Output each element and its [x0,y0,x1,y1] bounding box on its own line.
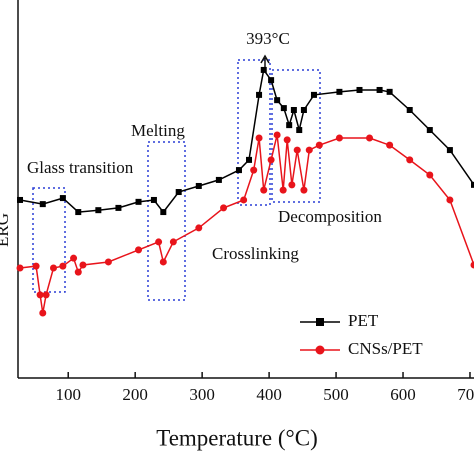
point [290,106,297,113]
x-tick-label: 500 [323,385,349,404]
point [256,91,263,98]
point [42,291,50,299]
y-axis-label: ERG [0,213,12,247]
point [286,122,293,129]
point [135,198,142,205]
melting-box [147,141,186,301]
point [95,207,102,214]
point [70,254,78,262]
point [235,167,242,174]
point [74,268,82,276]
point [150,196,157,203]
annotation: Crosslinking [212,244,299,263]
point [376,86,383,93]
legend-label: CNSs/PET [348,339,423,358]
point [159,258,167,266]
point [220,204,228,212]
point [300,106,307,113]
point [470,261,474,269]
point [446,196,454,204]
point [296,127,303,134]
annotation: Melting [131,121,185,140]
point [471,181,474,188]
glass-box [32,187,66,293]
point [160,209,167,216]
x-tick-label: 200 [122,385,148,404]
point [255,134,263,142]
point [293,146,301,154]
peak-label: 393°C [246,29,290,48]
legend-marker [316,318,324,326]
x-tick-label: 400 [256,385,282,404]
point [300,186,308,194]
annotation-boxes [32,59,321,301]
x-tick-label: 100 [55,385,81,404]
x-tick-label: 700 [457,385,474,404]
point [75,209,82,216]
point [305,146,313,154]
point [215,176,222,183]
point [366,134,374,142]
point [274,97,281,104]
point [268,77,275,84]
point [310,91,317,98]
point [426,171,434,179]
x-tick-label: 600 [390,385,416,404]
point [175,189,182,196]
point [315,141,323,149]
point [104,258,112,266]
point [288,181,296,189]
point [16,264,24,272]
point [356,86,363,93]
point [283,136,291,144]
point [79,261,87,269]
x-tick-label: 300 [189,385,215,404]
x-axis-label: Temperature (°C) [156,425,317,450]
point [335,134,343,142]
point [36,291,44,299]
point [240,196,248,204]
legend: PET CNSs/PET [300,311,423,358]
point [386,88,393,95]
annotation: Decomposition [278,207,382,226]
point [59,262,67,270]
point [195,224,203,232]
point [279,186,287,194]
point [169,238,177,246]
point [280,105,287,112]
point [135,246,143,254]
point [115,204,122,211]
point [406,156,414,164]
point [267,156,275,164]
point [406,106,413,113]
point [155,238,163,246]
annotation: Glass transition [27,158,134,177]
legend-label: PET [348,311,379,330]
point [59,195,66,202]
point [336,88,343,95]
point [32,262,40,270]
point [426,127,433,134]
point [39,309,47,317]
point [39,201,46,208]
point [250,166,258,174]
point [49,264,57,272]
line [19,68,474,214]
point [17,196,24,203]
crosslinking-box [237,59,271,206]
point [260,66,267,73]
point [446,147,453,154]
point [246,156,253,163]
point [260,186,268,194]
legend-marker [315,345,325,355]
point [195,182,202,189]
point [386,141,394,149]
point [273,131,281,139]
